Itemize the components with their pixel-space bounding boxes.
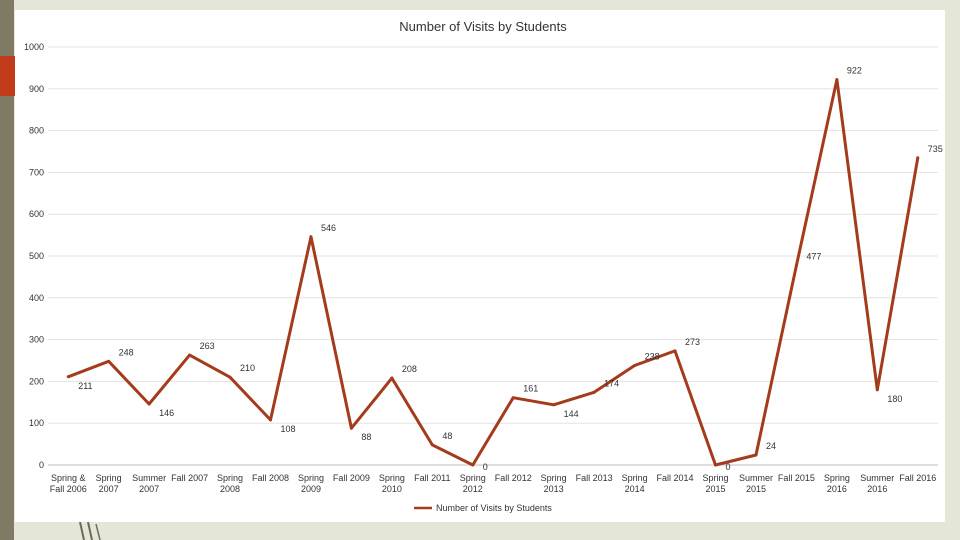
x-tick-label: Spring 2008	[217, 473, 243, 494]
slide-accent-tab	[0, 56, 18, 96]
data-point	[147, 402, 151, 406]
x-tick-label: Spring 2007	[96, 473, 122, 494]
data-label: 48	[442, 431, 452, 441]
data-point	[835, 78, 839, 82]
x-tick-label: Spring 2014	[622, 473, 648, 494]
data-point	[107, 359, 111, 363]
data-point	[228, 375, 232, 379]
data-label: 477	[806, 252, 821, 262]
x-tick-label: Fall 2007	[171, 473, 208, 483]
x-axis-ticks: Spring & Fall 2006 Spring 2007 Summer 2007 Fal…	[50, 473, 937, 494]
data-point	[390, 376, 394, 380]
data-point	[552, 403, 556, 407]
x-tick-label: Spring 2012	[460, 473, 486, 494]
x-tick-label: Spring 2015	[702, 473, 728, 494]
y-axis-ticks: 0 100 200 300 400 500 600 700 800 900 1000	[24, 42, 44, 470]
data-point	[471, 463, 475, 467]
x-tick-label: Spring 2009	[298, 473, 324, 494]
data-point	[794, 264, 798, 268]
y-tick-label: 600	[29, 209, 44, 219]
data-label: 24	[766, 441, 776, 451]
data-point	[592, 390, 596, 394]
x-tick-label: Spring 2013	[541, 473, 567, 494]
data-label: 144	[564, 409, 579, 419]
data-label: 0	[726, 462, 731, 472]
x-tick-label: Fall 2009	[333, 473, 370, 483]
data-label: 238	[645, 352, 660, 362]
slide-decoration	[79, 522, 101, 540]
data-point	[916, 156, 920, 160]
y-tick-label: 300	[29, 335, 44, 345]
chart-panel	[15, 10, 945, 522]
series-group	[66, 78, 920, 467]
data-label: 211	[78, 381, 92, 391]
y-tick-label: 1000	[24, 42, 44, 52]
data-point	[875, 388, 879, 392]
x-tick-label: Fall 2015	[778, 473, 815, 483]
x-tick-label: Fall 2012	[495, 473, 532, 483]
series-line	[67, 78, 920, 467]
y-tick-label: 900	[29, 84, 44, 94]
data-labels-group: 211 248 146 263 210 108 546 88 208 48 0 161 144 174 23…	[78, 66, 943, 472]
data-label: 546	[321, 223, 336, 233]
y-tick-label: 0	[39, 460, 44, 470]
data-label: 88	[361, 432, 371, 442]
y-tick-label: 800	[29, 126, 44, 136]
slide-left-strip	[0, 0, 14, 540]
y-tick-label: 100	[29, 418, 44, 428]
x-tick-label: Fall 2013	[576, 473, 613, 483]
y-tick-label: 500	[29, 251, 44, 261]
x-tick-label: Spring 2010	[379, 473, 405, 494]
data-point	[714, 463, 717, 467]
data-point	[66, 375, 70, 379]
legend: Number of Visits by Students	[414, 503, 552, 513]
data-label: 180	[887, 394, 902, 404]
x-tick-label: Summer 2007	[132, 473, 166, 494]
data-label: 735	[928, 144, 943, 154]
data-point	[349, 426, 353, 430]
data-label: 922	[847, 66, 862, 76]
data-point	[188, 353, 192, 357]
x-tick-label: Spring & Fall 2006	[50, 473, 87, 494]
y-tick-label: 200	[29, 376, 44, 386]
data-label: 174	[604, 378, 619, 388]
data-label: 161	[523, 384, 538, 394]
data-label: 273	[685, 337, 700, 347]
data-point	[309, 235, 313, 239]
data-label: 208	[402, 364, 417, 374]
data-point	[269, 418, 272, 422]
x-tick-label: Fall 2014	[657, 473, 694, 483]
x-tick-label: Summer 2015	[739, 473, 773, 494]
gridlines	[48, 46, 938, 466]
x-tick-label: Fall 2016	[899, 473, 936, 483]
x-tick-label: Fall 2011	[414, 473, 450, 483]
x-tick-label: Summer 2016	[860, 473, 894, 494]
data-label: 248	[119, 347, 134, 357]
data-label: 0	[483, 462, 488, 472]
data-point	[511, 396, 515, 400]
data-point	[430, 443, 434, 447]
chart-title: Number of Visits by Students	[399, 19, 567, 34]
x-tick-label: Spring 2016	[824, 473, 850, 494]
data-point	[673, 349, 677, 353]
y-tick-label: 700	[29, 167, 44, 177]
x-tick-label: Fall 2008	[252, 473, 289, 483]
data-label: 146	[159, 408, 174, 418]
data-point	[754, 453, 758, 457]
data-point	[633, 364, 637, 368]
legend-label: Number of Visits by Students	[436, 503, 552, 513]
data-label: 210	[240, 363, 255, 373]
data-label: 108	[281, 424, 296, 434]
y-tick-label: 400	[29, 293, 44, 303]
data-label: 263	[200, 341, 215, 351]
